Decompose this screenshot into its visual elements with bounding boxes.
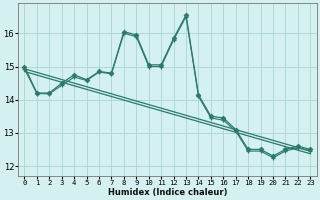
X-axis label: Humidex (Indice chaleur): Humidex (Indice chaleur) bbox=[108, 188, 227, 197]
